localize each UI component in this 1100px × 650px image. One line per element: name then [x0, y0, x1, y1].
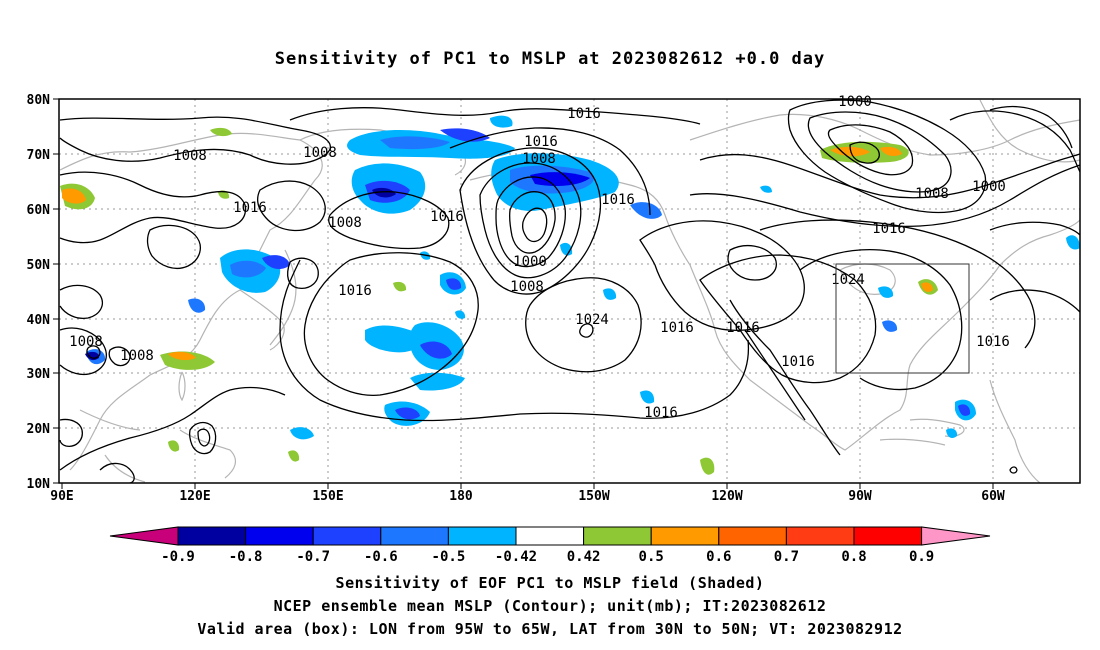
lon-label: 180	[449, 489, 473, 504]
contour-label: 1024	[575, 312, 609, 328]
colorbar-left-triangle	[109, 526, 179, 546]
contour-label: 1000	[513, 254, 547, 270]
colorbar-label: -0.42	[495, 549, 537, 565]
contour-label: 1008	[522, 151, 556, 167]
colorbar-label: 0.5	[639, 549, 664, 565]
contour-label: 1008	[69, 334, 103, 350]
colorbar-cell	[515, 526, 585, 546]
caption-contour: NCEP ensemble mean MSLP (Contour); unit(…	[273, 597, 827, 615]
sensitivity-shading	[60, 115, 1080, 475]
plot-frame	[58, 98, 1081, 484]
lon-label: 60W	[981, 489, 1005, 504]
colorbar-right-triangle	[921, 526, 991, 546]
colorbar-cell	[245, 526, 314, 546]
lon-label: 150E	[312, 489, 343, 504]
contour-label: 1016	[233, 200, 267, 216]
colorbar-cell	[312, 526, 382, 546]
colorbar-label: 0.9	[909, 549, 934, 565]
lat-label: 20N	[27, 422, 51, 437]
contour-label: 1016	[781, 354, 815, 370]
latitude-labels: 80N 70N 60N 50N 40N 30N 20N 10N	[27, 93, 51, 492]
lat-label: 50N	[27, 258, 51, 273]
lat-label: 70N	[27, 148, 51, 163]
contour-label: 1016	[660, 320, 694, 336]
contour-labels: 1016 1016 1008 1008 1008 1016 1008 1016 …	[69, 94, 1010, 421]
colorbar-label: -0.7	[296, 549, 330, 565]
contour-label: 1000	[972, 179, 1006, 195]
colorbar-label: 0.7	[774, 549, 799, 565]
contour-label: 1016	[726, 320, 760, 336]
contour-label: 1000	[838, 94, 872, 110]
colorbar-cell	[177, 526, 247, 546]
contour-label: 1016	[524, 134, 558, 150]
valid-area-box	[835, 263, 970, 374]
colorbar-label: -0.9	[161, 549, 195, 565]
lon-label: 90W	[848, 489, 872, 504]
caption-shading: Sensitivity of EOF PC1 to MSLP field (Sh…	[335, 574, 765, 592]
contour-label: 1008	[303, 145, 337, 161]
lat-label: 80N	[27, 93, 51, 108]
colorbar-label: 0.8	[841, 549, 866, 565]
colorbar-cell	[853, 526, 923, 546]
contour-label: 1008	[915, 186, 949, 202]
contour-label: 1016	[430, 209, 464, 225]
lat-label: 60N	[27, 203, 51, 218]
mslp-contours	[59, 99, 1081, 484]
contour-label: 1016	[872, 221, 906, 237]
lon-label: 90E	[50, 489, 73, 504]
caption-valid-area: Valid area (box): LON from 95W to 65W, L…	[197, 620, 903, 638]
colorbar-label: -0.5	[432, 549, 466, 565]
contour-label: 1016	[976, 334, 1010, 350]
colorbar-cell	[447, 526, 517, 546]
colorbar-cell	[583, 526, 652, 546]
colorbar-labels: -0.9 -0.8 -0.7 -0.6 -0.5 -0.42 0.42 0.5 …	[161, 549, 934, 565]
colorbar-label: -0.8	[229, 549, 263, 565]
colorbar-cell	[785, 526, 855, 546]
tick-marks	[53, 98, 994, 489]
lon-label: 120E	[179, 489, 210, 504]
lat-label: 10N	[27, 477, 51, 492]
map-title: Sensitivity of PC1 to MSLP at 2023082612…	[274, 49, 826, 69]
contour-label: 1016	[601, 192, 635, 208]
contour-label: 1016	[338, 283, 372, 299]
colorbar-label: -0.6	[364, 549, 398, 565]
contour-label: 1016	[644, 405, 678, 421]
colorbar-label: 0.42	[567, 549, 601, 565]
contour-label: 1008	[328, 215, 362, 231]
lat-label: 30N	[27, 367, 51, 382]
colorbar-label: 0.6	[706, 549, 731, 565]
colorbar-cell	[380, 526, 449, 546]
lon-label: 150W	[578, 489, 609, 504]
longitude-labels: 90E 120E 150E 180 150W 120W 90W 60W	[50, 489, 1005, 504]
colorbar-cell	[650, 526, 720, 546]
colorbar-cell	[718, 526, 787, 546]
lat-label: 40N	[27, 313, 51, 328]
coastlines	[59, 99, 1081, 484]
contour-label: 1008	[120, 348, 154, 364]
contour-label: 1024	[831, 272, 865, 288]
contour-label: 1008	[173, 148, 207, 164]
contour-label: 1016	[567, 106, 601, 122]
colorbar	[109, 526, 991, 546]
lon-label: 120W	[711, 489, 742, 504]
contour-label: 1008	[510, 279, 544, 295]
